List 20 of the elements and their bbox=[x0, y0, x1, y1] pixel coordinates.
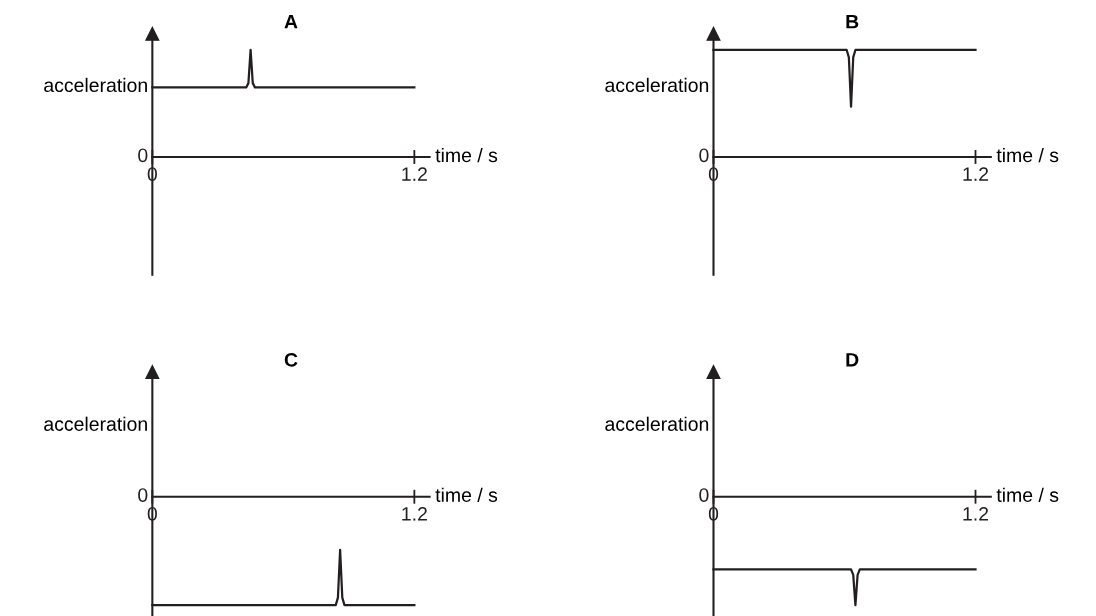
x-tick-label: 1.2 bbox=[402, 506, 427, 521]
x-axis-title: time / s bbox=[435, 147, 498, 163]
text: 0 bbox=[699, 148, 709, 163]
y-axis-title: acceleration bbox=[605, 77, 709, 93]
x-tick-label: 1.2 bbox=[402, 167, 427, 181]
chart-title: A bbox=[284, 14, 298, 29]
x-axis-title: time / s bbox=[435, 487, 498, 502]
y-axis-title: acceleration bbox=[44, 416, 147, 431]
text: 0 bbox=[699, 488, 709, 502]
x-axis-title: time / s bbox=[996, 147, 1059, 163]
x-tick-label: 1.2 bbox=[963, 167, 989, 181]
x-tick-label: 1.2 bbox=[963, 506, 989, 521]
y-axis-title: acceleration bbox=[44, 77, 147, 93]
chart-title: B bbox=[846, 14, 859, 29]
chart-title: C bbox=[284, 352, 298, 367]
y-axis-title: acceleration bbox=[605, 416, 709, 431]
text: 0 bbox=[138, 148, 148, 163]
text: 0 bbox=[138, 488, 148, 502]
x-axis-title: time / s bbox=[996, 487, 1059, 502]
chart-title: D bbox=[846, 353, 859, 367]
